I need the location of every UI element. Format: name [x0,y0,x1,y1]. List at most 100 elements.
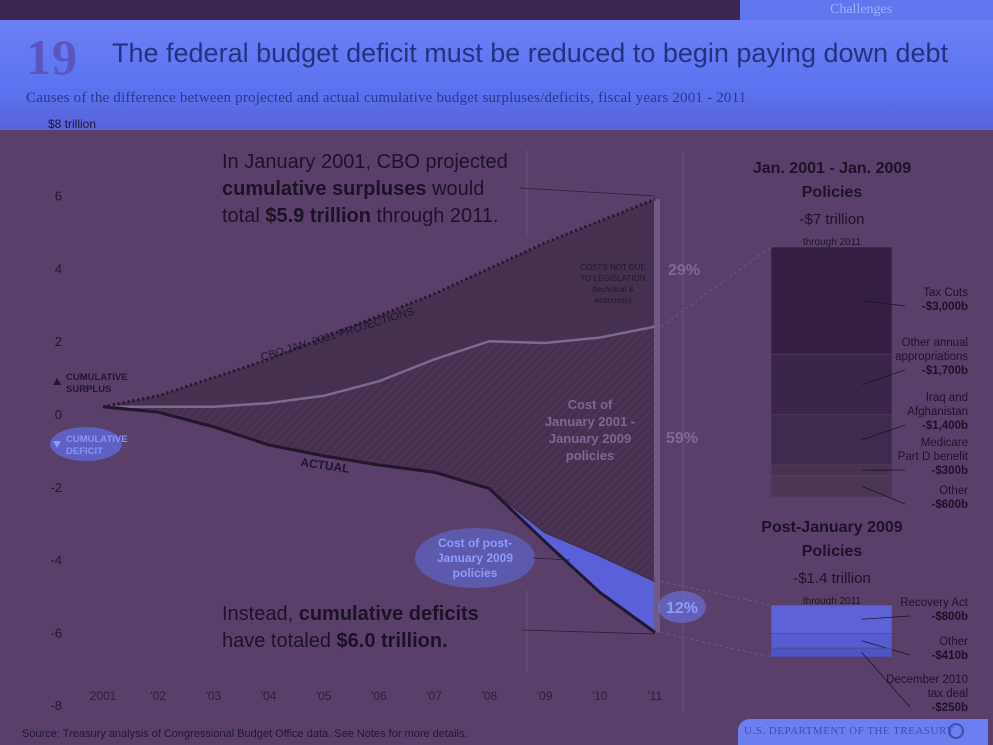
pre-2009-bar-segment [770,475,893,498]
cost-post-2009-label: Cost of post- [438,536,512,550]
post-2009-highlight [415,528,535,588]
pre-2009-bar-segment-leader [861,424,906,441]
projection-annotation: cumulative surpluses would [222,178,484,200]
slide-title: The federal budget deficit must be reduc… [112,38,949,68]
deficit-highlight [50,427,122,461]
pre-2009-bar-segment-value: -$300b [932,465,968,477]
pre-2009-bar-total: -$7 trillion [799,211,864,228]
actual-annotation-span: have totaled [222,630,337,652]
pre-2009-bar-segment-leader [861,369,906,385]
post-2009-bar-total: -$1.4 trillion [793,570,871,587]
y-tick-label: -2 [50,480,62,495]
tab-challenges-label: Challenges [830,2,893,17]
post-2009-bar-segment [770,647,893,658]
series-line-actual [102,405,656,634]
pre-2009-bar-title: Policies [802,184,863,201]
actual-annotation-span: $6.0 trillion. [337,630,448,652]
y-tick-label: $8 trillion [48,117,96,131]
x-tick-label: '04 [261,689,277,703]
pct-2001-2009: 59% [666,430,698,447]
projection-annotation-span: $5.9 trillion [265,205,371,227]
cost-2001-2009-label: Cost of [568,397,613,412]
x-tick-label: '08 [482,689,498,703]
pre-2009-bar-segment [770,246,893,355]
projection-annotation: total $5.9 trillion through 2011. [222,205,498,227]
legend-deficit-label: CUMULATIVE [66,434,128,445]
post-2009-bar-segment-value: -$800b [932,611,968,623]
y-tick-label: -8 [50,698,62,713]
pre-2009-bar-segment-label: Other [939,485,968,497]
post-2009-bar-title: Post-January 2009 [761,519,903,536]
pre-2009-bar-segment-label: Iraq and [926,392,968,404]
post-2009-bar-period: through 2011 [803,596,862,607]
costs-not-due-label: COSTS NOT DUE [580,263,646,272]
costs-not-due-label: economic) [595,296,632,305]
series-line-projection [102,197,656,409]
connector-line [660,631,772,658]
legend-surplus-label: SURPLUS [66,384,111,395]
series-label-actual: ACTUAL [300,455,351,476]
y-tick-label: 0 [55,407,62,422]
post-2009-bar-segment-label: Recovery Act [900,597,969,609]
legend-deficit-label: DEFICIT [66,446,103,457]
projection-annotation-span: total [222,205,265,227]
post-2009-bar-segment-label: Other [939,636,968,648]
y-tick-label: 6 [55,189,62,204]
post-2009-bar-segment [770,604,893,634]
y-tick-label: 4 [55,261,62,276]
treasury-logo: U.S. DEPARTMENT OF THE TREASURY [738,719,988,745]
pre-2009-bar-segment-label: Tax Cuts [923,287,968,299]
cost-2001-2009-label: January 2001 - [545,414,635,429]
surplus-triangle-icon [53,378,61,385]
projection-annotation-span: through 2011. [371,205,499,227]
pre-2009-bar-segment-label: appropriations [895,351,968,363]
cost-2001-2009-label: policies [566,448,614,463]
pre-2009-bar-title: Jan. 2001 - Jan. 2009 [753,160,911,177]
tab-challenges[interactable]: Challenges [740,0,993,20]
costs-not-due-area [103,199,655,407]
actual-leader [521,629,656,635]
x-tick-label: '06 [371,689,387,703]
slide-number: 19 [26,29,78,85]
pre-2009-bar-segment [770,353,893,416]
x-tick-label: '07 [426,689,442,703]
x-tick-label: '09 [537,689,553,703]
pre-2009-bar-segment-value: -$1,700b [922,365,968,377]
post-2009-leader [532,557,571,561]
pre-2009-bar-segment-value: -$3,000b [922,301,968,313]
connector-line [660,246,772,328]
post-2009-bar-segment-value: -$410b [932,650,968,662]
pre-2009-bar-segment-label: Other annual [902,337,969,349]
post-2009-area [489,488,655,633]
post-2009-bar-segment-leader [861,615,911,620]
deficit-triangle-icon [53,441,61,448]
x-tick-label: '03 [206,689,222,703]
post-2009-bar-segment [770,633,893,649]
chart-subtitle: Causes of the difference between project… [26,90,747,106]
costs-not-due-label: TO LEGISLATION [580,274,645,283]
projection-annotation-span: In January 2001, CBO projected [222,151,508,173]
post-2009-bar-segment-label: December 2010 [886,674,968,686]
x-tick-label: '11 [648,689,663,703]
cost-post-2009-label: policies [453,566,498,580]
x-tick-label: '02 [150,689,166,703]
pre-2009-bar-segment-label: Part D benefit [898,451,969,463]
actual-annotation-span: cumulative deficits [299,603,479,625]
series-line [103,325,656,408]
x-tick-label: '05 [316,689,332,703]
legend-surplus-label: CUMULATIVE [66,372,128,383]
pre-2009-bar-segment [770,414,893,466]
pre-2009-bar-segment-leader [861,300,906,307]
pct-post-2009: 12% [666,600,698,617]
y-tick-label: 2 [55,334,62,349]
source-note: Source: Treasury analysis of Congression… [22,728,468,740]
pre-2009-bar-segment-label: Afghanistan [907,406,968,418]
pct-post-2009-highlight [658,591,706,623]
x-tick-label: '10 [592,689,608,703]
projection-annotation-span: would [427,178,485,200]
post-2009-bar-segment-label: tax deal [928,688,968,700]
treasury-label: U.S. DEPARTMENT OF THE TREASURY [744,725,955,737]
top-navigation: Challenges [0,0,993,20]
header-banner [0,20,993,130]
